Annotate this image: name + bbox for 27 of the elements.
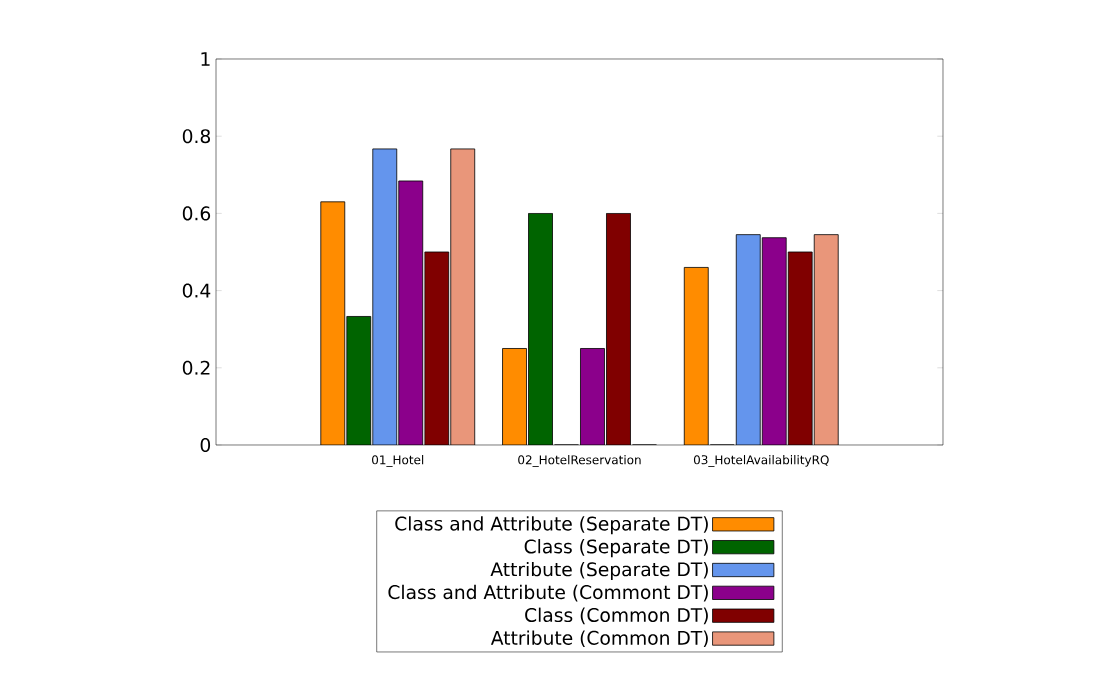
bar xyxy=(580,348,605,445)
x-tick-label: 03_HotelAvailabilityRQ xyxy=(693,455,829,467)
x-tick-label: 02_HotelReservation xyxy=(518,455,641,467)
legend-label: Attribute (Common DT) xyxy=(490,630,708,648)
legend-label: Class (Separate DT) xyxy=(524,539,708,558)
legend-label: Attribute (Separate DT) xyxy=(490,561,708,580)
y-tick-label: 0 xyxy=(200,437,211,453)
y-tick-label: 0.2 xyxy=(182,360,210,375)
y-tick-label: 0.6 xyxy=(182,206,211,221)
x-tick-label: 01_Hotel xyxy=(372,455,424,467)
legend-label: Class (Common DT) xyxy=(525,607,708,625)
y-tick-label: 0.4 xyxy=(182,283,211,298)
bar xyxy=(450,148,476,445)
bar xyxy=(813,234,839,445)
bar xyxy=(761,237,787,445)
legend-label: Class and Attribute (Commont DT) xyxy=(388,584,708,602)
bar xyxy=(346,316,372,445)
bar xyxy=(787,251,813,445)
bar xyxy=(372,148,398,445)
bar xyxy=(398,180,424,445)
bar xyxy=(606,213,631,445)
bar xyxy=(424,251,450,445)
bar xyxy=(735,234,761,445)
y-tick-label: 0.8 xyxy=(182,129,211,144)
y-tick-label: 1 xyxy=(201,52,210,66)
legend-label: Class and Attribute (Separate DT) xyxy=(395,516,708,535)
bar xyxy=(528,213,553,445)
